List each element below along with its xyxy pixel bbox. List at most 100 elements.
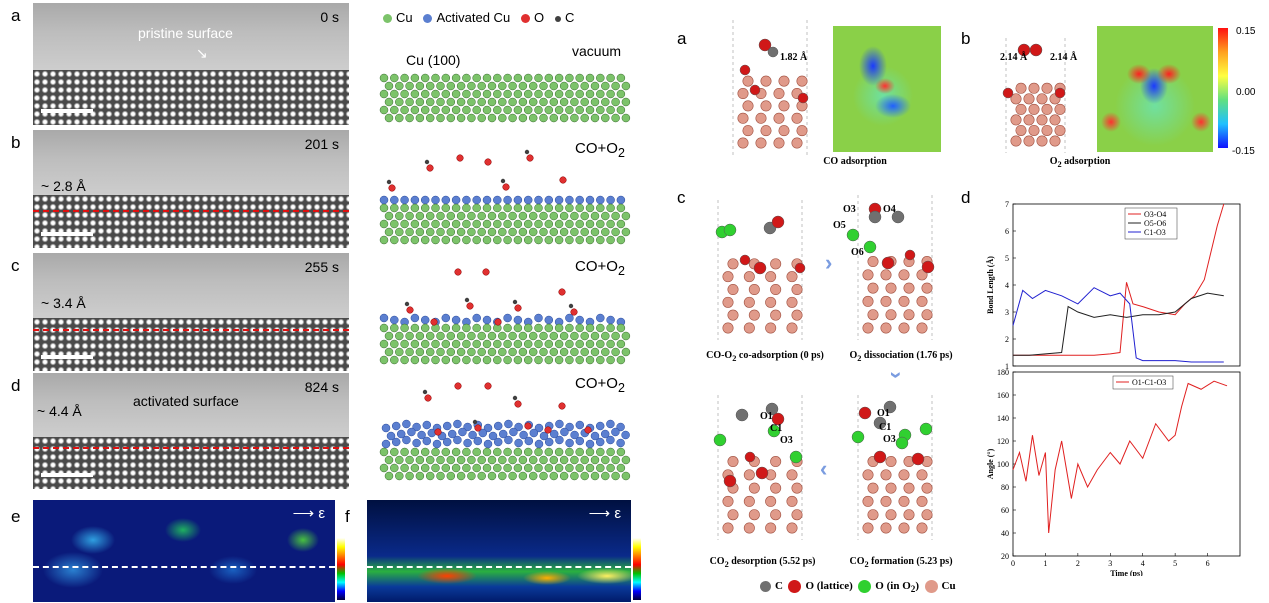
cu-atom: [1023, 114, 1035, 126]
series-line-o1-c1-o3: [1012, 380, 1228, 534]
x-tick-label: 5: [1173, 559, 1177, 568]
cu-atom: [441, 463, 451, 473]
cu-atom: [590, 227, 600, 237]
cu-atom: [390, 355, 399, 365]
oxygen-atom: [424, 394, 432, 402]
cu-atom: [773, 112, 785, 124]
cu-atom: [534, 105, 543, 115]
cu-atom: [606, 89, 615, 99]
cu-atom: [575, 355, 584, 365]
cu-atom: [585, 355, 595, 365]
o2-oxygen-atom: [846, 228, 860, 242]
cu-atom: [748, 309, 760, 321]
carbon-atom: [512, 395, 518, 401]
cu-atom: [482, 447, 492, 457]
cu-atom: [405, 81, 414, 91]
cu-atom: [773, 137, 785, 149]
cu-atom: [415, 211, 425, 221]
cu-atom: [523, 463, 533, 473]
timestamp-b: 201 s: [304, 136, 339, 152]
carbon-atom: [386, 179, 392, 185]
cu-atom: [462, 323, 471, 333]
cu-atom: [503, 219, 512, 229]
carbon-icon: [760, 581, 771, 592]
cu-atom: [379, 447, 389, 457]
activated-cu-atom: [534, 439, 544, 449]
cu-atom: [898, 295, 910, 307]
cu-atom: [456, 347, 466, 357]
cu-atom: [570, 455, 579, 465]
cu-atom: [544, 89, 554, 99]
cu-atom: [590, 211, 600, 221]
activated-cu-atom: [441, 313, 451, 323]
colorbar-f: [633, 538, 641, 600]
cu-atom: [405, 471, 414, 481]
cu-atom: [1023, 93, 1035, 105]
cu-atom: [415, 113, 425, 123]
cu-atom: [513, 89, 523, 99]
cu-atom: [580, 113, 589, 123]
cu-atom: [549, 211, 559, 221]
cu-atom: [765, 495, 777, 507]
cu-atom: [611, 455, 620, 465]
cu-atom: [575, 323, 584, 333]
cu-atom: [570, 113, 579, 123]
cu-atom: [384, 471, 394, 481]
oxygen-atom: [771, 215, 785, 229]
cu-atom: [462, 339, 471, 349]
cu-atom: [420, 203, 430, 213]
cu-atom: [487, 81, 497, 91]
cu-atom: [727, 284, 739, 296]
structure-coadsorption: [715, 200, 806, 340]
cu-atom: [436, 113, 445, 123]
cu-atom: [446, 347, 456, 357]
cu-atom: [420, 235, 430, 245]
caption-coadsorption: CO-O2 co-adsorption (0 ps): [706, 350, 824, 363]
timestamp-d: 824 s: [304, 379, 339, 395]
cu-atom: [503, 89, 512, 99]
cu-atom: [482, 73, 492, 83]
cu-atom: [743, 296, 755, 308]
cu-atom: [1015, 82, 1027, 94]
cu-atom: [570, 227, 579, 237]
activated-cu-atom: [596, 313, 605, 323]
structure-formation: [851, 395, 933, 540]
cu-atom: [436, 347, 445, 357]
atom-label-o3-formation: O3: [883, 434, 896, 445]
cu-atom: [575, 447, 584, 457]
panel-label-f: f: [345, 507, 350, 526]
oxygen-atom: [426, 164, 434, 172]
activated-cu-atom: [410, 195, 420, 205]
cu-atom: [554, 463, 564, 473]
cu-atom: [503, 203, 512, 213]
cu-atom: [451, 355, 461, 365]
oxygen-atom: [524, 422, 532, 430]
cu-atom: [503, 235, 512, 245]
cu-atom: [384, 113, 394, 123]
cu-atom: [565, 73, 574, 83]
cu-atom: [528, 211, 538, 221]
cu-atom: [534, 447, 543, 457]
cu-atom: [549, 97, 559, 107]
cu-atom: [616, 105, 626, 115]
cu-atom: [451, 203, 461, 213]
cu-atom: [565, 339, 574, 349]
cu-atom: [467, 227, 476, 237]
cu-atom: [606, 323, 615, 333]
cu-atom: [493, 203, 502, 213]
cu-atom: [477, 471, 486, 481]
cu-atom: [585, 463, 595, 473]
cu-atom: [523, 89, 533, 99]
cu-atom: [791, 137, 803, 149]
cu-atom: [420, 355, 430, 365]
cu-atom: [528, 331, 538, 341]
cu-atom: [585, 447, 595, 457]
cu-atom: [1023, 135, 1035, 147]
oxygen-atom: [749, 84, 761, 96]
activated-cu-atom: [523, 195, 533, 205]
cu-atom: [590, 81, 600, 91]
activated-cu-atom: [513, 195, 523, 205]
cu-atom: [616, 447, 626, 457]
oxygen-atom: [558, 288, 566, 296]
cu-atom: [796, 75, 808, 87]
